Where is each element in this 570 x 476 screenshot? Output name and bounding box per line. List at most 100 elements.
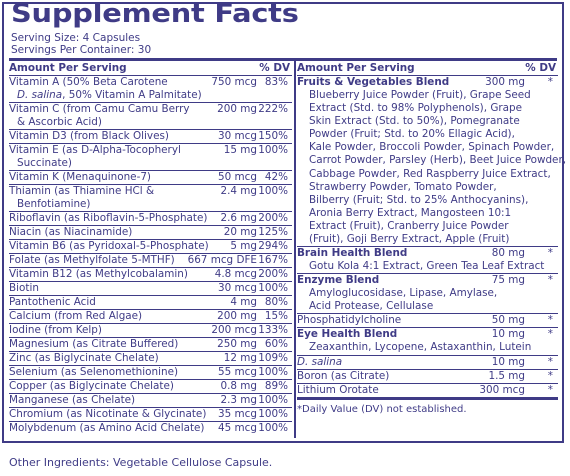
nutrient-amount: 4 mg <box>230 296 257 308</box>
nutrient-dv: 200% <box>258 268 288 280</box>
blend-ingredients: Blueberry Juice Powder (Fruit), Grape Se… <box>297 89 567 246</box>
blend-name: Enzyme Blend <box>297 274 380 287</box>
nutrient-name-continued: & Ascorbic Acid) <box>17 116 102 128</box>
blend-name: Fruits & Vegetables Blend <box>297 76 450 88</box>
nutrient-name: Phosphatidylcholine <box>297 314 402 327</box>
nutrient-name: Vitamin B12 (as Methylcobalamin) <box>9 268 188 280</box>
panel-title-text: Supplement Facts <box>11 0 299 29</box>
nutrient-dv: 222% <box>258 103 288 115</box>
nutrient-amount: 5 mg <box>230 240 257 252</box>
nutrient-row: Manganese (as Chelate) 2.3 mg 100% <box>9 394 292 408</box>
d-salina-row: D. salina 10 mg * <box>297 356 558 370</box>
nutrient-amount: 4.8 mcg <box>214 268 257 280</box>
nutrient-row: Niacin (as Niacinamide) 20 mg 125% <box>9 226 292 240</box>
nutrient-amount: 15 mg <box>223 144 257 156</box>
nutrient-name: Niacin (as Niacinamide) <box>9 226 133 238</box>
ingredient-line: Carrot Powder, Parsley (Herb), Beet Juic… <box>309 154 567 167</box>
nutrient-amount: 12 mg <box>223 352 257 364</box>
phosphatidylcholine-row: Phosphatidylcholine 50 mg * <box>297 314 558 329</box>
dv-label: % DV <box>525 62 556 74</box>
nutrient-row: Vitamin K (Menaquinone-7) 50 mcg 42% <box>9 171 292 185</box>
nutrient-row: Vitamin E (as D-Alpha-Tocopheryl 15 mg 100… <box>9 144 292 171</box>
ingredient-line: Zeaxanthin, Lycopene, Astaxanthin, Lutei… <box>309 341 532 354</box>
nutrient-name: Boron (as Citrate) <box>297 369 390 382</box>
nutrient-dv: 100% <box>258 185 288 197</box>
nutrient-dv: 100% <box>258 366 288 378</box>
nutrient-dv: * <box>547 314 553 327</box>
blend-dv: * <box>547 328 553 341</box>
nutrient-row: Folate (as Methylfolate 5-MTHF) 667 mcg D… <box>9 254 292 268</box>
nutrient-dv: 60% <box>264 338 288 350</box>
eye-health-blend-row: Eye Health Blend 10 mg * Zeaxanthin, Lycop… <box>297 328 558 356</box>
header-divider <box>9 58 557 61</box>
nutrient-dv: 83% <box>264 76 288 88</box>
nutrient-name: Vitamin A (50% Beta Carotene <box>9 76 168 88</box>
nutrient-dv: 150% <box>258 130 288 142</box>
nutrient-row: Zinc (as Biglycinate Chelate) 12 mg 109% <box>9 352 292 366</box>
nutrient-row: Pantothenic Acid 4 mg 80% <box>9 296 292 310</box>
nutrient-row: Calcium (from Red Algae) 200 mg 15% <box>9 310 292 324</box>
nutrient-amount: 667 mcg DFE <box>187 254 257 266</box>
nutrient-row: Copper (as Biglycinate Chelate) 0.8 mg 89% <box>9 380 292 394</box>
brain-health-blend-row: Brain Health Blend 80 mg * Gotu Kola 4:1 E… <box>297 247 558 275</box>
nutrient-row: Iodine (from Kelp) 200 mcg 133% <box>9 324 292 338</box>
nutrient-name: Iodine (from Kelp) <box>9 324 102 336</box>
nutrient-name: Molybdenum (as Amino Acid Chelate) <box>9 422 205 434</box>
fruits-vegetables-blend-row: Fruits & Vegetables Blend 300 mg * Blueber… <box>297 76 567 248</box>
ingredient-line: Skin Extract (Std. to 50%), Pomegranate <box>309 115 520 128</box>
nutrient-row: Vitamin C (from Camu Camu Berry 200 mg 222… <box>9 103 292 130</box>
blend-amount: 10 mg <box>491 328 525 341</box>
ingredient-line: Bilberry (Fruit; Std. to 25% Anthocyanin… <box>309 193 529 206</box>
right-column-header: Amount Per Serving % DV <box>297 62 558 76</box>
blend-dv: * <box>547 76 553 88</box>
ingredient-line: Kale Powder, Broccoli Powder, Spinach Po… <box>309 141 555 154</box>
nutrient-name-continued: Succinate) <box>17 157 72 169</box>
nutrient-amount: 2.4 mg <box>220 185 257 197</box>
nutrient-amount: 30 mcg <box>218 130 257 142</box>
nutrient-name: Riboflavin (as Riboflavin-5-Phosphate) <box>9 212 208 224</box>
blend-ingredients: Zeaxanthin, Lycopene, Astaxanthin, Lutei… <box>297 341 558 354</box>
nutrient-name: Calcium (from Red Algae) <box>9 310 143 322</box>
nutrient-amount: 200 mg <box>217 103 257 115</box>
nutrient-name: Folate (as Methylfolate 5-MTHF) <box>9 254 175 266</box>
ingredient-line: Powder (Fruit; Std. to 20% Ellagic Acid)… <box>309 128 515 141</box>
nutrient-row: Chromium (as Nicotinate & Glycinate) 35 m… <box>9 408 292 422</box>
nutrient-dv: 294% <box>258 240 288 252</box>
nutrient-row: Vitamin D3 (from Black Olives) 30 mcg 150% <box>9 130 292 144</box>
right-column: Amount Per Serving % DV Fruits & Vegetab… <box>297 62 567 416</box>
serving-size: Serving Size: 4 Capsules <box>11 32 141 44</box>
left-column-header: Amount Per Serving % DV <box>9 62 292 76</box>
nutrient-amount: 55 mcg <box>218 366 257 378</box>
nutrient-amount: 200 mg <box>217 310 257 322</box>
ingredient-line: Extract (Fruit), Cranberry Juice Powder <box>309 219 509 232</box>
blend-name: Brain Health Blend <box>297 247 408 260</box>
footnote: *Daily Value (DV) not established. <box>297 403 467 415</box>
blend-ingredients: Amyloglucosidase, Lipase, Amylase, Acid … <box>297 287 558 313</box>
nutrient-amount: 35 mcg <box>218 408 257 420</box>
nutrient-name-continued: Benfotiamine) <box>17 198 91 210</box>
ingredient-line: Acid Protease, Cellulase <box>309 300 434 313</box>
nutrient-amount: 2.3 mg <box>220 394 257 406</box>
nutrient-amount: 1.5 mg <box>488 369 525 382</box>
nutrient-row: Selenium (as Selenomethionine) 55 mcg 100% <box>9 366 292 380</box>
nutrient-amount: 250 mg <box>217 338 257 350</box>
nutrient-dv: 100% <box>258 394 288 406</box>
nutrient-dv: 109% <box>258 352 288 364</box>
nutrient-name: Copper (as Biglycinate Chelate) <box>9 380 174 392</box>
blend-dv: * <box>547 274 553 287</box>
amount-per-serving-label: Amount Per Serving <box>9 62 127 74</box>
nutrient-amount: 45 mcg <box>218 422 257 434</box>
blend-amount: 300 mg <box>485 76 525 88</box>
ingredient-line: Aronia Berry Extract, Mangosteen 10:1 <box>309 206 512 219</box>
nutrient-amount: 50 mcg <box>218 171 257 183</box>
amount-per-serving-label: Amount Per Serving <box>297 62 415 74</box>
nutrient-dv: 80% <box>264 296 288 308</box>
dv-label: % DV <box>259 62 290 74</box>
nutrient-amount: 200 mcg <box>211 324 257 336</box>
ingredient-line: (Fruit), Goji Berry Extract, Apple (Frui… <box>309 233 510 246</box>
ingredient-line: Blueberry Juice Powder (Fruit), Grape Se… <box>309 89 531 101</box>
boron-row: Boron (as Citrate) 1.5 mg * <box>297 370 558 384</box>
nutrient-name: Lithium Orotate <box>297 383 379 396</box>
italic-source: D. salina <box>17 89 63 101</box>
blend-amount: 80 mg <box>491 247 525 260</box>
